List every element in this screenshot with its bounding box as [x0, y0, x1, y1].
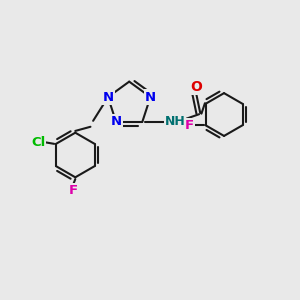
Text: Cl: Cl [31, 136, 45, 149]
Text: F: F [68, 184, 77, 197]
Text: F: F [184, 119, 194, 132]
Text: N: N [102, 91, 114, 103]
Text: NH: NH [165, 116, 185, 128]
Text: O: O [190, 80, 202, 94]
Text: N: N [110, 116, 122, 128]
Text: N: N [145, 91, 156, 103]
